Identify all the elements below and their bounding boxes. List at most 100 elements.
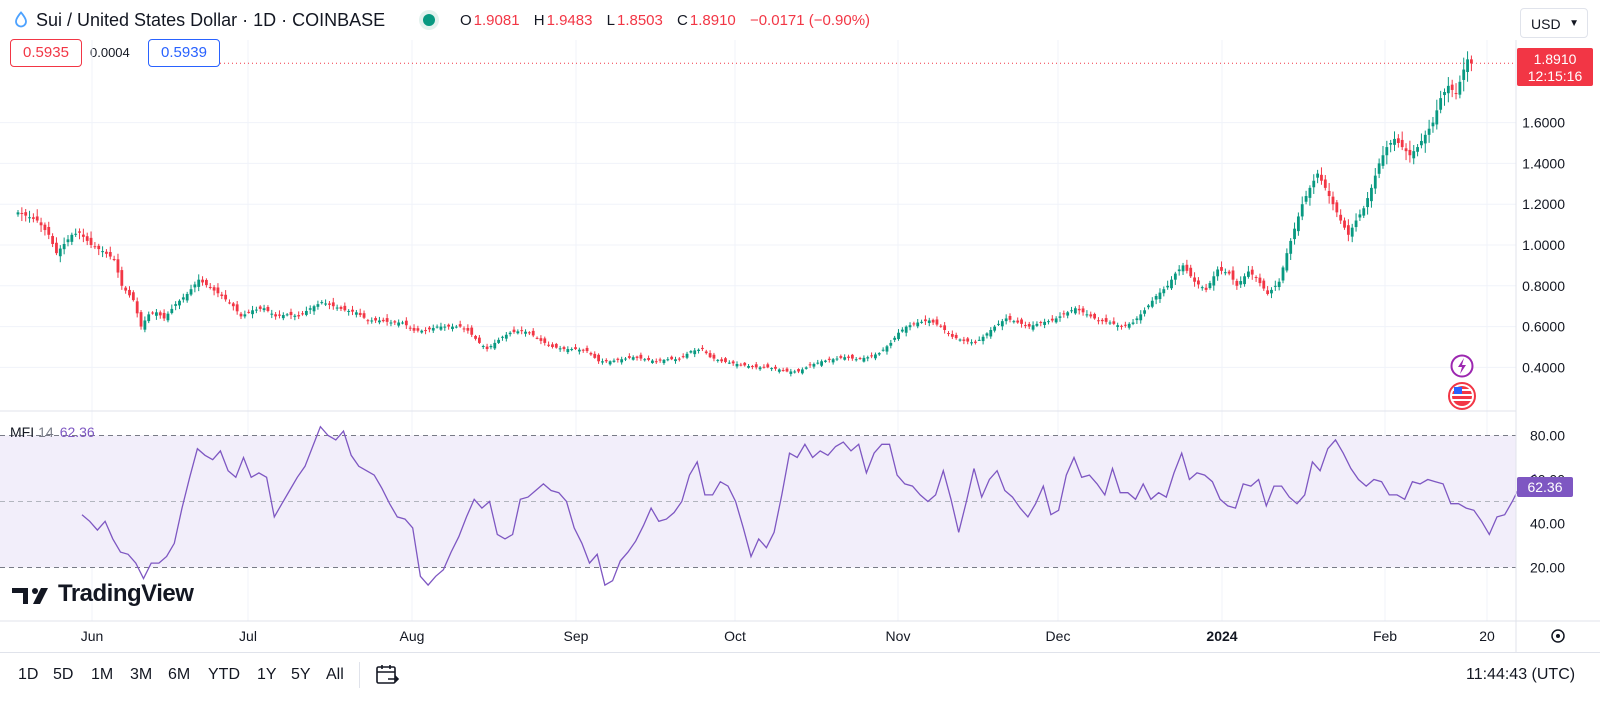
candle-body	[1416, 147, 1419, 152]
range-5d-button[interactable]: 5D	[53, 666, 74, 683]
candle-body	[78, 231, 81, 233]
candle-body	[381, 319, 385, 322]
candle-body	[1462, 69, 1466, 80]
candle-body	[958, 339, 962, 341]
candle-body	[1139, 314, 1143, 321]
candle-body	[520, 330, 524, 332]
candle-body	[258, 306, 262, 309]
utc-clock[interactable]: 11:44:43 (UTC)	[1466, 666, 1576, 683]
candle-body	[1085, 314, 1089, 316]
candle-body	[993, 326, 997, 331]
candle-body	[428, 327, 431, 330]
candle-body	[497, 339, 501, 343]
candle-body	[1304, 196, 1308, 202]
range-1m-button[interactable]: 1M	[91, 666, 114, 683]
candle-body	[1343, 220, 1346, 228]
market-open-indicator	[423, 14, 435, 26]
candle-body	[1243, 276, 1246, 285]
high-label: H	[533, 12, 545, 29]
sell-button[interactable]: 0.5935	[10, 39, 82, 67]
range-3m-button[interactable]: 3M	[130, 666, 153, 683]
us-flag-icon[interactable]	[1448, 382, 1476, 410]
candle-body	[43, 224, 47, 231]
candle-body	[985, 333, 989, 336]
candle-body	[20, 212, 24, 214]
candle-body	[89, 237, 93, 245]
price-axis[interactable]: 0.4000 0.6000 0.8000 1.0000 1.2000 1.4000 1.60…	[1522, 115, 1565, 376]
candle-body	[881, 349, 885, 351]
candle-body	[108, 252, 112, 257]
time-tick-label: Jun	[81, 628, 104, 644]
range-5y-button[interactable]: 5Y	[291, 666, 311, 683]
candle-body	[1016, 320, 1020, 323]
mfi-value-tag: 62.36	[1517, 477, 1573, 497]
range-ytd-button[interactable]: YTD	[208, 666, 240, 683]
candle-body	[228, 302, 231, 304]
range-6m-button[interactable]: 6M	[168, 666, 191, 683]
mfi-tick-label: 80.00	[1530, 428, 1565, 444]
candle-body	[654, 361, 658, 363]
candle-body	[943, 325, 947, 330]
candle-body	[481, 345, 485, 347]
candle-body	[1185, 264, 1189, 271]
candle-body	[597, 354, 600, 362]
candle-body	[1431, 122, 1435, 127]
range-1d-button[interactable]: 1D	[18, 666, 39, 683]
calendar-icon[interactable]	[374, 663, 400, 687]
candle-body	[1393, 138, 1396, 145]
candle-body	[1189, 267, 1193, 277]
candle-body	[254, 309, 258, 311]
candle-body	[439, 326, 443, 330]
lightning-icon[interactable]	[1450, 354, 1474, 378]
settings-icon[interactable]	[1551, 629, 1565, 643]
range-all-button[interactable]: All	[326, 666, 344, 683]
candle-body	[766, 364, 770, 368]
candle-body	[31, 217, 35, 219]
candle-body	[70, 234, 74, 242]
symbol-title[interactable]: Sui / United States Dollar · 1D · COINBA…	[36, 10, 386, 30]
toolbar-divider	[359, 662, 360, 688]
candle-body	[308, 308, 312, 310]
range-1y-button[interactable]: 1Y	[257, 666, 277, 683]
candle-body	[443, 326, 447, 328]
buy-button[interactable]: 0.5939	[148, 39, 220, 67]
price-tag: 1.8910 12:15:16	[1517, 48, 1593, 86]
candle-body	[554, 343, 558, 348]
candle-body	[454, 326, 458, 328]
candle-body	[1123, 324, 1127, 326]
candle-body	[1396, 138, 1400, 143]
candle-body	[493, 342, 497, 349]
candle-body	[131, 292, 135, 301]
currency-select[interactable]: USD ▼	[1520, 8, 1588, 38]
open-value: 1.9081	[473, 12, 520, 29]
candle-body	[1231, 270, 1235, 280]
candle-body	[524, 331, 527, 334]
candle-body	[643, 359, 647, 361]
tradingview-logo[interactable]: TradingView	[12, 580, 194, 608]
candle-body	[658, 359, 662, 361]
time-tick-label: Nov	[886, 628, 911, 644]
candle-body	[181, 297, 185, 300]
candle-body	[431, 327, 435, 331]
candle-body	[750, 366, 754, 368]
settings-icon-hub	[1556, 634, 1560, 638]
candle-body	[1435, 110, 1439, 125]
candle-body	[1289, 240, 1293, 254]
candle-body	[1081, 308, 1085, 313]
candle-body	[347, 310, 351, 312]
candle-body	[1273, 285, 1277, 287]
candle-body	[62, 243, 66, 250]
candle-body	[651, 360, 654, 363]
candle-body	[1227, 271, 1231, 274]
candle-body	[324, 303, 327, 305]
candle-body	[147, 314, 151, 322]
mfi-legend[interactable]: MFI 14 62.36	[10, 424, 95, 440]
candle-body	[278, 314, 281, 316]
candle-body	[931, 319, 935, 323]
time-axis[interactable]: Jun Jul Aug Sep Oct Nov Dec 2024 Feb 20	[81, 628, 1565, 644]
candle-body	[162, 312, 166, 319]
candle-body	[920, 321, 923, 323]
candle-body	[151, 312, 154, 314]
